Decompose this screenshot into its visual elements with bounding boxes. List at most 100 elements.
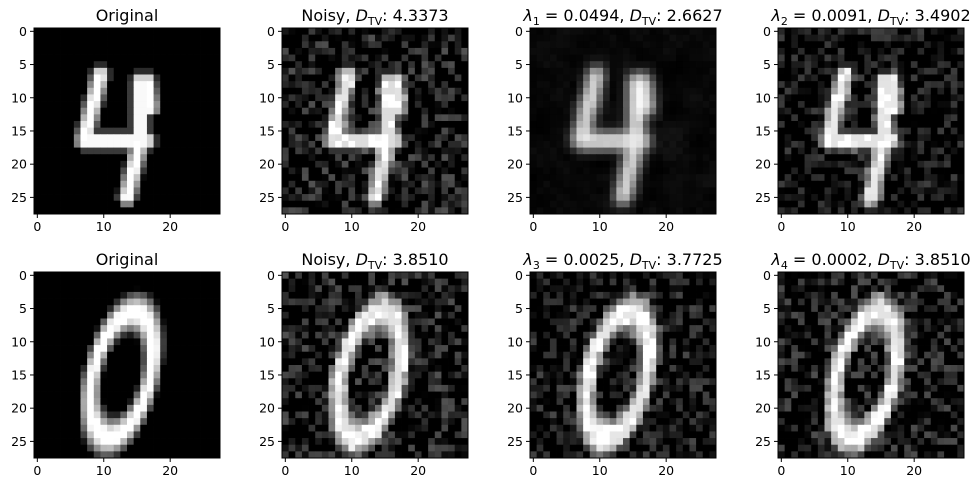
- panel-title: λ4 = 0.0002, DTV: 3.8510: [770, 250, 970, 272]
- x-tick-label: 10: [344, 463, 360, 478]
- x-tick-label: 0: [529, 219, 537, 234]
- y-tick-label: 10: [507, 334, 523, 349]
- digit-image: [530, 272, 717, 459]
- panel-original: Original 0 5 10 15 20 25 0 10 20: [11, 250, 221, 478]
- y-tick-label: 20: [755, 157, 771, 172]
- y-tick-label: 5: [19, 57, 27, 72]
- panel-title: λ3 = 0.0025, DTV: 3.7725: [522, 250, 722, 272]
- x-tick-label: 20: [410, 463, 426, 478]
- y-tick-label: 0: [267, 268, 275, 283]
- panel-title: Noisy, DTV: 4.3373: [301, 6, 448, 28]
- x-tick-label: 20: [658, 219, 674, 234]
- x-tick-label: 20: [162, 219, 178, 234]
- panel-title: Original: [96, 250, 159, 269]
- y-tick-label: 20: [11, 401, 27, 416]
- digit-image: [282, 272, 469, 459]
- y-tick-label: 5: [19, 301, 27, 316]
- panel-original: Original 0 5 10 15 20 25 0 10 20: [11, 6, 221, 234]
- x-tick-label: 20: [410, 219, 426, 234]
- y-tick-label: 10: [259, 334, 275, 349]
- x-tick-label: 10: [592, 219, 608, 234]
- y-tick-label: 20: [507, 401, 523, 416]
- y-tick-label: 0: [19, 24, 27, 39]
- digit-image: [778, 272, 965, 459]
- panel-noisy: Noisy, DTV: 4.3373 0 5 10 15 20 25 0 10 20: [259, 6, 469, 234]
- y-tick-label: 5: [267, 301, 275, 316]
- y-tick-label: 10: [507, 90, 523, 105]
- axes-frame: [281, 27, 469, 215]
- axes-frame: [33, 27, 221, 215]
- x-tick-label: 20: [906, 219, 922, 234]
- x-tick-label: 20: [162, 463, 178, 478]
- y-tick-label: 5: [763, 57, 771, 72]
- y-tick-label: 25: [507, 190, 523, 205]
- panel-title: Original: [96, 6, 159, 25]
- y-tick-label: 25: [755, 190, 771, 205]
- x-tick-label: 10: [840, 463, 856, 478]
- y-tick-label: 25: [259, 190, 275, 205]
- y-tick-label: 25: [259, 434, 275, 449]
- x-tick-label: 10: [840, 219, 856, 234]
- digit-image: [778, 28, 965, 215]
- panel-noisy: Noisy, DTV: 3.8510 0 5 10 15 20 25 0 10 20: [259, 250, 469, 478]
- y-tick-label: 10: [11, 90, 27, 105]
- y-tick-label: 20: [755, 401, 771, 416]
- axes-frame: [281, 271, 469, 459]
- digit-image: [530, 28, 717, 215]
- axes-frame: [529, 27, 717, 215]
- x-tick-label: 10: [344, 219, 360, 234]
- y-tick-label: 25: [11, 190, 27, 205]
- x-tick-label: 0: [777, 463, 785, 478]
- x-tick-label: 10: [96, 463, 112, 478]
- x-tick-label: 0: [33, 463, 41, 478]
- y-tick-label: 5: [515, 57, 523, 72]
- y-tick-label: 5: [267, 57, 275, 72]
- y-tick-label: 20: [259, 401, 275, 416]
- panel-title: λ2 = 0.0091, DTV: 3.4902: [770, 6, 970, 28]
- x-tick-label: 10: [96, 219, 112, 234]
- x-tick-label: 0: [777, 219, 785, 234]
- y-tick-label: 0: [515, 268, 523, 283]
- y-tick-label: 0: [515, 24, 523, 39]
- y-tick-label: 15: [755, 367, 771, 382]
- y-tick-label: 10: [755, 334, 771, 349]
- axes-frame: [777, 27, 965, 215]
- y-tick-label: 25: [755, 434, 771, 449]
- panel-title: Noisy, DTV: 3.8510: [301, 250, 448, 272]
- y-tick-label: 15: [11, 367, 27, 382]
- y-tick-label: 15: [755, 123, 771, 138]
- panel-title: λ1 = 0.0494, DTV: 2.6627: [522, 6, 722, 28]
- y-tick-label: 20: [259, 157, 275, 172]
- y-tick-label: 25: [11, 434, 27, 449]
- digit-image: [34, 28, 221, 215]
- axes-frame: [777, 271, 965, 459]
- digit-image: [34, 272, 221, 459]
- x-tick-label: 10: [592, 463, 608, 478]
- y-tick-label: 15: [259, 367, 275, 382]
- x-tick-label: 0: [281, 463, 289, 478]
- y-tick-label: 0: [763, 24, 771, 39]
- y-tick-label: 20: [507, 157, 523, 172]
- y-tick-label: 0: [267, 24, 275, 39]
- y-tick-label: 10: [755, 90, 771, 105]
- axes-frame: [529, 271, 717, 459]
- y-tick-label: 10: [11, 334, 27, 349]
- x-tick-label: 0: [529, 463, 537, 478]
- y-tick-label: 10: [259, 90, 275, 105]
- axes-frame: [33, 271, 221, 459]
- y-tick-label: 25: [507, 434, 523, 449]
- y-tick-label: 5: [763, 301, 771, 316]
- x-tick-label: 20: [658, 463, 674, 478]
- x-tick-label: 20: [906, 463, 922, 478]
- x-tick-label: 0: [33, 219, 41, 234]
- y-tick-label: 15: [11, 123, 27, 138]
- x-tick-label: 0: [281, 219, 289, 234]
- y-tick-label: 15: [259, 123, 275, 138]
- y-tick-label: 5: [515, 301, 523, 316]
- y-tick-label: 0: [763, 268, 771, 283]
- y-tick-label: 0: [19, 268, 27, 283]
